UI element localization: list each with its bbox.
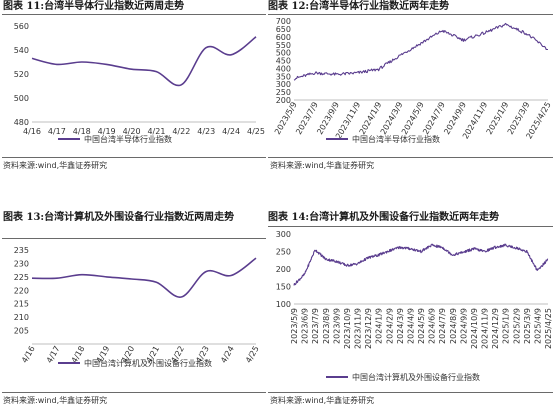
legend-label: 中国台湾计算机及外围设备行业指数 — [84, 358, 212, 368]
x-tick-label: 2024/1/9 — [375, 308, 384, 344]
x-tick-label: 2023/11/9 — [354, 308, 363, 349]
y-tick-label: 300 — [276, 230, 291, 239]
x-tick-label: 4/16 — [23, 127, 41, 136]
y-tick-label: 480 — [14, 118, 29, 127]
x-tick-label: 4/17 — [48, 127, 66, 136]
x-tick-label: 2024/6/9 — [428, 308, 437, 344]
y-tick-label: 520 — [14, 70, 29, 79]
source-note: 资料来源:wind,华鑫证券研究 — [3, 396, 108, 405]
x-tick-label: 4/16 — [20, 345, 37, 365]
x-tick-label: 4/19 — [98, 127, 116, 136]
chart-bottom-rule — [2, 157, 266, 158]
x-tick-label: 2025/1/9 — [502, 308, 511, 344]
legend-label: 中国台湾半导体行业指数 — [352, 134, 440, 144]
y-tick-label: 500 — [14, 94, 29, 103]
legend-label: 中国台湾计算机及外围设备行业指数 — [352, 372, 480, 382]
y-tick-label: 235 — [14, 246, 29, 255]
legend-label: 中国台湾半导体行业指数 — [84, 134, 172, 144]
chart-12-plot: 2002503003504004505005506006507002023/5/… — [273, 17, 553, 144]
source-note: 资料来源:wind,华鑫证券研究 — [270, 396, 375, 405]
chart-title: 图表 14:台湾计算机及外围设备行业指数近两年走势 — [268, 212, 500, 223]
x-tick-label: 2024/11/9 — [481, 308, 490, 349]
x-tick-label: 2024/5/9 — [417, 308, 426, 344]
chart-bottom-rule — [268, 392, 553, 393]
y-tick-label: 450 — [276, 57, 291, 66]
x-tick-label: 2025/4/9 — [533, 308, 542, 344]
x-tick-label: 4/22 — [172, 127, 190, 136]
y-tick-label: 500 — [276, 49, 291, 58]
chart-title: 图表 11:台湾半导体行业指数近两周走势 — [3, 1, 185, 12]
y-tick-label: 300 — [276, 80, 291, 89]
title-underline — [268, 14, 553, 15]
source-note: 资料来源:wind,华鑫证券研究 — [3, 161, 108, 170]
x-tick-label: 2023/7/9 — [311, 308, 320, 344]
series-line — [31, 36, 257, 87]
x-tick-label: 2023/9/9 — [332, 308, 341, 344]
y-tick-label: 220 — [14, 286, 29, 295]
chart-bottom-rule — [2, 392, 266, 393]
chart-title: 图表 13:台湾计算机及外围设备行业指数近两周走势 — [3, 212, 235, 223]
y-tick-label: 215 — [14, 300, 29, 309]
x-tick-label: 4/25 — [247, 127, 265, 136]
y-tick-label: 205 — [14, 327, 29, 336]
title-underline — [268, 226, 553, 227]
x-tick-label: 2023/5/9 — [290, 308, 299, 344]
y-tick-label: 550 — [276, 41, 291, 50]
x-tick-label: 2025/2/9 — [512, 308, 521, 344]
x-tick-label: 2024/10/9 — [470, 308, 479, 349]
x-tick-label: 4/21 — [147, 127, 165, 136]
x-tick-label: 4/25 — [244, 345, 261, 365]
y-tick-label: 350 — [276, 72, 291, 81]
y-tick-label: 250 — [276, 248, 291, 257]
series-line — [31, 257, 257, 298]
x-tick-label: 4/23 — [197, 127, 215, 136]
x-tick-label: 2024/3/9 — [396, 308, 405, 344]
title-underline — [2, 238, 266, 239]
x-tick-label: 2023/12/9 — [364, 308, 373, 349]
y-tick-label: 560 — [14, 22, 29, 31]
y-tick-label: 650 — [276, 25, 291, 34]
x-tick-label: 4/20 — [123, 127, 141, 136]
y-tick-label: 100 — [276, 300, 291, 309]
title-underline — [2, 14, 266, 15]
chart-title: 图表 12:台湾半导体行业指数近两年走势 — [268, 1, 450, 12]
y-tick-label: 540 — [14, 46, 29, 55]
y-tick-label: 200 — [276, 96, 291, 105]
x-tick-label: 4/17 — [45, 345, 62, 365]
chart-11-plot: 480 500 520 540 560 4/16 4/17 4/18 4/19 4/20 4/21 4… — [14, 22, 265, 144]
source-note: 资料来源:wind,华鑫证券研究 — [270, 161, 375, 170]
y-tick-label: 225 — [14, 273, 29, 282]
x-tick-label: 2025/3/9 — [523, 308, 532, 344]
x-tick-label: 4/18 — [73, 127, 91, 136]
x-tick-label: 2023/10/9 — [343, 308, 352, 349]
y-tick-label: 200 — [276, 265, 291, 274]
series-line — [293, 22, 548, 81]
x-tick-label: 2023/8/9 — [322, 308, 331, 344]
x-tick-label: 4/24 — [222, 127, 240, 136]
y-tick-label: 400 — [276, 64, 291, 73]
x-tick-label: 2024/4/9 — [406, 308, 415, 344]
x-tick-label: 2024/9/9 — [459, 308, 468, 344]
y-tick-label: 700 — [276, 17, 291, 26]
x-tick-label: 2024/7/9 — [438, 308, 447, 344]
x-tick-label: 4/24 — [219, 345, 236, 365]
y-tick-label: 600 — [276, 33, 291, 42]
x-tick-label: 2025/4/25 — [544, 308, 553, 349]
y-tick-label: 230 — [14, 259, 29, 268]
y-tick-label: 210 — [14, 313, 29, 322]
series-line — [293, 243, 549, 286]
x-tick-label: 2024/8/9 — [449, 308, 458, 344]
y-tick-label: 250 — [276, 88, 291, 97]
y-tick-label: 150 — [276, 283, 291, 292]
x-tick-label: 2024/2/9 — [385, 308, 394, 344]
x-tick-label: 2024/12/9 — [491, 308, 500, 349]
x-tick-label: 2023/6/9 — [301, 308, 310, 344]
chart-bottom-rule — [268, 157, 553, 158]
